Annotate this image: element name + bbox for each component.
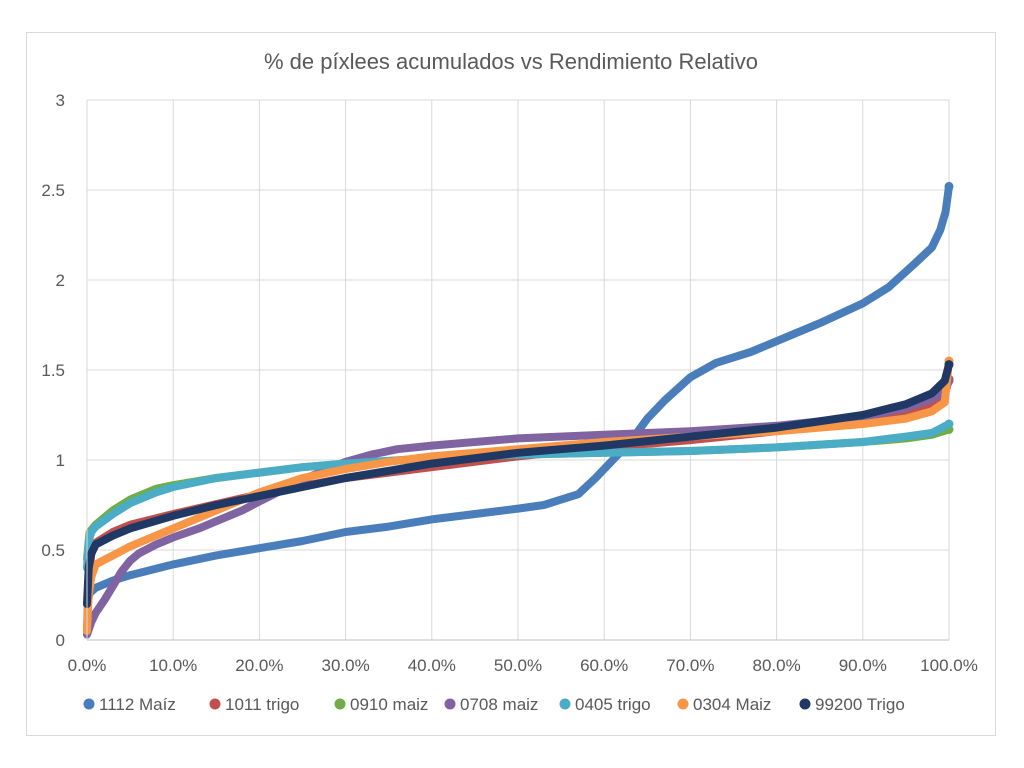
legend-marker <box>334 698 346 710</box>
legend-item: 0708 maiz <box>444 695 538 714</box>
chart-legend: 1112 Maíz 1011 trigo 0910 maiz 0708 maiz 040… <box>83 695 905 714</box>
series-endpoint-4 <box>944 419 954 429</box>
legend-marker <box>559 698 571 710</box>
legend-label: 0304 Maiz <box>693 695 771 714</box>
x-tick-label: 100.0% <box>920 656 978 675</box>
chart-container: % de píxlees acumulados vs Rendimiento R… <box>26 32 996 736</box>
series-line-5 <box>83 357 953 635</box>
legend-label: 1011 trigo <box>225 695 299 714</box>
legend-item: 1011 trigo <box>209 695 299 714</box>
y-tick-label: 0.5 <box>41 541 65 560</box>
y-tick-label: 2.5 <box>41 181 65 200</box>
legend-marker <box>444 698 456 710</box>
legend-marker <box>209 698 221 710</box>
grid-layer <box>87 99 950 640</box>
series-line-6 <box>83 360 953 608</box>
legend-item: 0405 trigo <box>559 695 651 714</box>
x-tick-label: 40.0% <box>408 656 456 675</box>
series-line-4 <box>83 420 953 572</box>
legend-marker <box>83 698 95 710</box>
legend-item: 1112 Maíz <box>83 695 176 714</box>
y-tick-label: 3 <box>56 91 65 110</box>
y-tick-label: 2 <box>56 271 65 290</box>
legend-label: 0708 maiz <box>460 695 538 714</box>
x-tick-label: 70.0% <box>666 656 714 675</box>
series-line-0 <box>83 182 953 608</box>
chart-title: % de píxlees acumulados vs Rendimiento R… <box>264 49 758 74</box>
x-tick-label: 20.0% <box>235 656 283 675</box>
legend-marker <box>799 698 811 710</box>
legend-label: 0405 trigo <box>575 695 651 714</box>
x-tick-label: 80.0% <box>752 656 800 675</box>
legend-label: 0910 maiz <box>350 695 428 714</box>
x-tick-label: 60.0% <box>580 656 628 675</box>
y-tick-label: 0 <box>56 631 65 650</box>
series-layer <box>83 181 954 639</box>
series-endpoint-6 <box>944 360 954 370</box>
y-tick-label: 1 <box>56 451 65 470</box>
legend-label: 1112 Maíz <box>99 695 176 714</box>
x-tick-label: 0.0% <box>68 656 107 675</box>
legend-item: 99200 Trigo <box>799 695 905 714</box>
legend-label: 99200 Trigo <box>815 695 905 714</box>
legend-item: 0304 Maiz <box>677 695 771 714</box>
chart-svg: % de píxlees acumulados vs Rendimiento R… <box>41 49 977 714</box>
legend-marker <box>677 698 689 710</box>
axis-layer: 00.511.522.530.0% 10.0% 20.0% 30.0% 40.0% 50.… <box>41 91 977 675</box>
x-tick-label: 50.0% <box>494 656 542 675</box>
series-endpoint-0 <box>944 181 954 191</box>
x-tick-label: 30.0% <box>321 656 369 675</box>
y-tick-label: 1.5 <box>41 361 65 380</box>
x-tick-label: 90.0% <box>839 656 887 675</box>
legend-item: 0910 maiz <box>334 695 428 714</box>
x-tick-label: 10.0% <box>149 656 197 675</box>
